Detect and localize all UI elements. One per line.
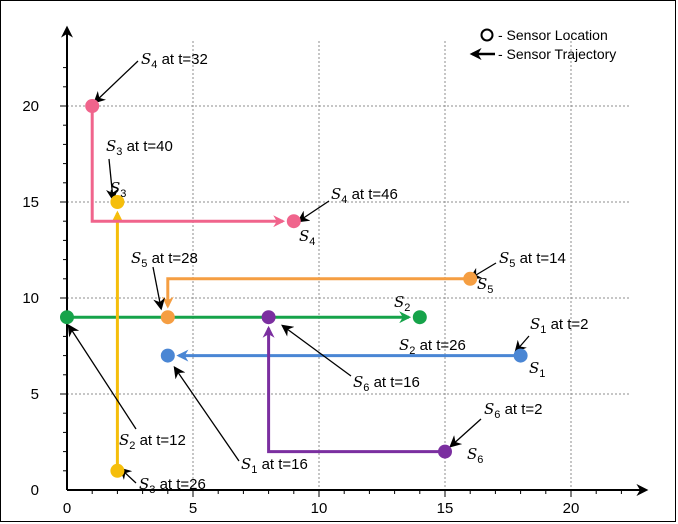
annotation-sensor-3-label: S3 at t=26 xyxy=(139,475,206,496)
annotation-leader-sensor-4 xyxy=(93,60,139,104)
y-tick-label: 5 xyxy=(31,386,39,403)
trajectory-sensor-6 xyxy=(262,325,445,454)
sensor-points xyxy=(60,99,528,478)
annotation-leader-sensor-5 xyxy=(152,266,166,311)
annotation-sensor-3-label: S3 at t=40 xyxy=(106,137,173,158)
tick-labels: 0 5 10 15 20 0 5 10 15 20 xyxy=(22,98,579,517)
annotation-leader-sensor-4 xyxy=(297,200,330,223)
y-tick-label: 20 xyxy=(22,98,39,115)
sensor-1-end-point xyxy=(160,348,175,363)
y-tick-label: 15 xyxy=(22,194,39,211)
legend: - Sensor Location - Sensor Trajectory xyxy=(469,27,616,62)
annotation-sensor-6-label: S6 at t=2 xyxy=(484,400,543,421)
sensor-6-start-point xyxy=(438,444,452,459)
sensor-4-end-point xyxy=(286,214,301,229)
legend-trajectory-label: - Sensor Trajectory xyxy=(498,46,616,62)
point-label-sensor-1: S1 xyxy=(529,359,545,380)
point-label-sensor-5: S5 xyxy=(477,275,493,296)
annotation-sensor-1-label: S1 at t=16 xyxy=(241,455,308,476)
sensor-2-end-point xyxy=(412,310,427,325)
point-label-sensor-2: S2 xyxy=(394,293,410,314)
trajectory-sensor-5 xyxy=(161,277,471,309)
sensor-3-start-point xyxy=(110,463,125,478)
annotation-sensor-4-label: S4 at t=46 xyxy=(331,185,398,206)
annotation-sensor-6-label: S6 at t=16 xyxy=(353,373,420,394)
y-tick-label: 0 xyxy=(31,482,39,499)
annotation-labels: S1 at t=2 S1 at t=16 S2 at t=12 S2 at t=26 S… xyxy=(106,50,589,496)
sensor-6-end-point xyxy=(261,310,276,325)
axes xyxy=(61,25,649,496)
annotation-sensor-4-label: S4 at t=32 xyxy=(141,50,208,71)
legend-location-marker xyxy=(480,28,494,42)
annotation-sensor-5-label: S5 at t=14 xyxy=(499,249,566,270)
annotation-leader-sensor-6 xyxy=(449,418,482,448)
annotation-leader-sensor-1 xyxy=(173,366,240,462)
annotation-sensor-5-label: S5 at t=28 xyxy=(131,249,198,270)
annotation-leaders xyxy=(67,60,530,484)
sensor-4-start-point xyxy=(85,99,100,113)
annotation-sensor-1-label: S1 at t=2 xyxy=(530,315,589,336)
sensor-1-start-point xyxy=(513,348,528,363)
x-tick-label: 15 xyxy=(437,500,454,517)
point-label-sensor-6: S6 xyxy=(467,445,483,466)
point-label-sensor-3: S3 xyxy=(110,179,126,200)
annotation-leader-sensor-6 xyxy=(281,324,352,377)
annotation-sensor-2-label: S2 at t=12 xyxy=(119,431,186,452)
x-tick-label: 5 xyxy=(189,500,197,517)
sensor-3-end-point xyxy=(110,195,125,209)
y-tick-label: 10 xyxy=(22,290,39,307)
annotation-leader-sensor-1 xyxy=(514,335,530,353)
annotation-leader-sensor-2 xyxy=(67,323,137,430)
x-tick-label: 10 xyxy=(311,500,328,517)
x-tick-label: 0 xyxy=(63,500,71,517)
sensor-2-start-point xyxy=(60,310,74,325)
annotation-sensor-2-label: S2 at t=26 xyxy=(399,336,466,357)
sensor-5-end-point xyxy=(160,310,175,325)
sensor-5-start-point xyxy=(463,271,478,286)
point-label-sensor-4: S4 xyxy=(299,227,315,248)
x-tick-label: 20 xyxy=(563,500,580,517)
trajectory-sensor-4 xyxy=(90,106,286,228)
legend-location-label: - Sensor Location xyxy=(498,27,608,43)
annotation-leader-sensor-3 xyxy=(106,158,119,202)
trajectory-paths xyxy=(67,106,521,471)
